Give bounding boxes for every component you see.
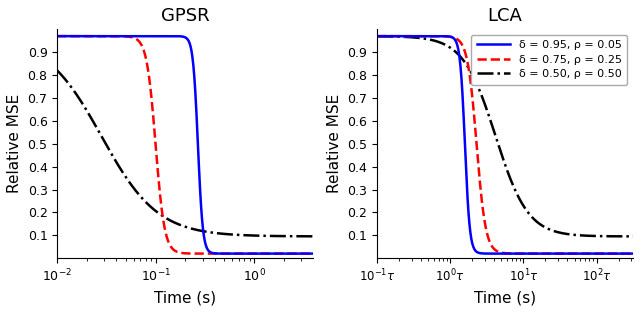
Legend: δ = 0.95, ρ = 0.05, δ = 0.75, ρ = 0.25, δ = 0.50, ρ = 0.50: δ = 0.95, ρ = 0.05, δ = 0.75, ρ = 0.25, … <box>471 35 627 85</box>
X-axis label: Time (s): Time (s) <box>154 290 216 305</box>
X-axis label: Time (s): Time (s) <box>474 290 536 305</box>
Y-axis label: Relative MSE: Relative MSE <box>7 94 22 193</box>
Title: LCA: LCA <box>488 7 523 25</box>
Title: GPSR: GPSR <box>161 7 209 25</box>
Y-axis label: Relative MSE: Relative MSE <box>327 94 342 193</box>
